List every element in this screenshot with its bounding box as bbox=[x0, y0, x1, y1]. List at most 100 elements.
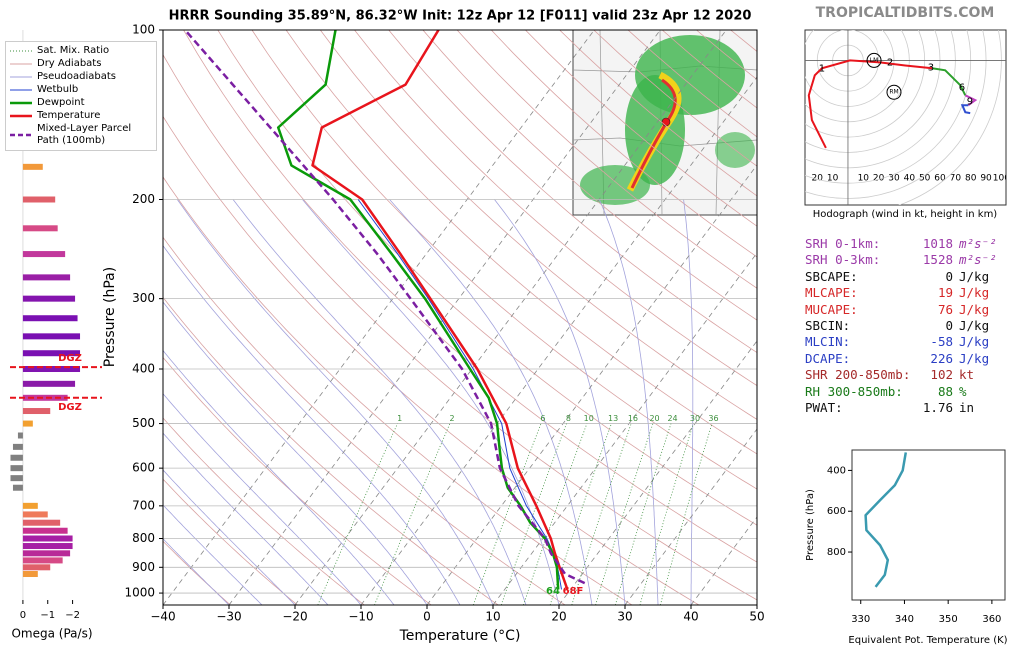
stat-unit: J/kg bbox=[959, 317, 990, 333]
hodograph-ring-label: 20 bbox=[873, 174, 885, 184]
pseudoadiabat bbox=[163, 301, 428, 605]
stat-row: SRH 0-1km: 1018 m²s⁻² bbox=[805, 236, 1005, 252]
omega-bar bbox=[22, 251, 66, 258]
mixing-ratio-line bbox=[549, 423, 612, 605]
pseudoadiabat bbox=[163, 432, 329, 605]
y-tick-label: 1000 bbox=[124, 586, 155, 600]
stat-unit: J/kg bbox=[959, 301, 990, 317]
omega-bar bbox=[10, 454, 23, 461]
x-tick-label: −30 bbox=[216, 610, 241, 624]
stat-label: SBCAPE: bbox=[805, 268, 858, 284]
hodograph-trace bbox=[807, 59, 933, 149]
legend: Sat. Mix. Ratio Dry Adiabats Pseudoadiabat… bbox=[5, 41, 157, 151]
stat-row: RH 300-850mb: 88% bbox=[805, 384, 1005, 400]
legend-label: Pseudoadiabats bbox=[37, 71, 117, 82]
legend-swatch bbox=[10, 114, 32, 118]
mixing-ratio-line bbox=[595, 423, 654, 605]
stats-table: SRH 0-1km: 1018 m²s⁻² SRH 0-3km: 1528 m²s⁻² SB… bbox=[805, 236, 1005, 416]
stat-label: MUCAPE: bbox=[805, 301, 858, 317]
height-label: 9 bbox=[967, 96, 973, 107]
stat-unit: J/kg bbox=[959, 334, 990, 350]
x-tick-label: 50 bbox=[749, 610, 764, 624]
stat-value: 1528 bbox=[922, 252, 953, 268]
dry-adiabat bbox=[163, 296, 499, 605]
legend-swatch bbox=[10, 101, 32, 105]
legend-item: Mixed-Layer Parcel Path (100mb) bbox=[6, 123, 156, 147]
omega-bar bbox=[22, 274, 71, 281]
hodograph-ring-label: 40 bbox=[904, 174, 916, 184]
pseudoadiabat bbox=[163, 349, 395, 605]
dry-adiabat bbox=[163, 115, 700, 605]
legend-item: Pseudoadiabats bbox=[6, 71, 156, 83]
dgz-label: DGZ bbox=[58, 402, 82, 413]
thetae-y-tick-label: 800 bbox=[827, 547, 846, 558]
dry-adiabat bbox=[163, 236, 566, 605]
profile-line bbox=[276, 30, 560, 590]
stat-label: DCAPE: bbox=[805, 350, 851, 366]
pseudoadiabat bbox=[494, 199, 626, 605]
pseudoadiabat bbox=[163, 538, 230, 605]
storm-motion-marker bbox=[886, 84, 902, 100]
y-axis-label: Pressure (hPa) bbox=[102, 267, 118, 367]
legend-swatch bbox=[10, 63, 32, 65]
dry-adiabat bbox=[422, 30, 757, 321]
omega-bar bbox=[22, 519, 61, 526]
dry-adiabat bbox=[163, 478, 298, 605]
omega-bar bbox=[22, 295, 76, 302]
x-tick-label: 40 bbox=[683, 610, 698, 624]
y-tick-label: 400 bbox=[132, 362, 155, 376]
mixing-ratio-label: 2 bbox=[449, 414, 454, 423]
dry-adiabat bbox=[163, 540, 231, 605]
mixing-ratio-line bbox=[374, 423, 451, 605]
mixing-ratio-label: 30 bbox=[690, 414, 700, 423]
y-tick-label: 600 bbox=[132, 461, 155, 475]
stat-value: 0 bbox=[945, 317, 953, 333]
omega-bar bbox=[22, 571, 38, 578]
x-tick-label: 30 bbox=[617, 610, 632, 624]
y-tick-label: 200 bbox=[132, 192, 155, 206]
hodograph-ring-label: 60 bbox=[934, 174, 946, 184]
stat-value: 102 bbox=[930, 367, 953, 383]
pseudoadiabat bbox=[163, 244, 461, 605]
thetae-y-tick-label: 600 bbox=[827, 506, 846, 517]
stat-unit: J/kg bbox=[959, 285, 990, 301]
stat-label: MLCIN: bbox=[805, 334, 851, 350]
pseudoadiabat bbox=[163, 469, 296, 605]
storm-motion-marker bbox=[866, 52, 882, 68]
skewt-plot: 1 2 6 8 10 13 16 20 24 30 36 bbox=[163, 30, 757, 605]
pseudoadiabat bbox=[176, 199, 494, 605]
legend-label: Mixed-Layer Parcel Path (100mb) bbox=[37, 123, 132, 146]
dry-adiabat bbox=[163, 356, 432, 605]
hodograph-ring-label: 10 bbox=[827, 174, 839, 184]
isotherm bbox=[492, 252, 757, 605]
omega-bar bbox=[22, 315, 78, 322]
legend-label: Dewpoint bbox=[37, 97, 85, 108]
storm-motion-label: RM bbox=[889, 89, 898, 96]
x-tick-label: 10 bbox=[485, 610, 500, 624]
mixing-ratio-line bbox=[473, 423, 542, 605]
pseudoadiabat bbox=[232, 199, 527, 605]
legend-swatch bbox=[10, 89, 32, 91]
omega-bar bbox=[12, 443, 23, 450]
hodograph-ring-label: 100 bbox=[993, 174, 1010, 184]
thetae-x-tick-label: 330 bbox=[851, 614, 870, 625]
omega-bar bbox=[10, 475, 23, 482]
hodograph-frame bbox=[804, 29, 1007, 206]
x-axis-label: Temperature (°C) bbox=[399, 628, 521, 644]
stat-label: SBCIN: bbox=[805, 317, 851, 333]
omega-bar bbox=[12, 484, 23, 491]
mixing-ratio-label: 24 bbox=[667, 414, 677, 423]
pseudoadiabat bbox=[683, 199, 694, 605]
stat-unit: m²s⁻² bbox=[959, 252, 997, 268]
mixing-ratio-line bbox=[571, 423, 632, 605]
omega-tick-label: −2 bbox=[65, 610, 80, 621]
profile-line bbox=[311, 30, 569, 590]
watermark: TROPICALTIDBITS.COM bbox=[816, 5, 995, 21]
stat-label: SRH 0-1km: bbox=[805, 236, 881, 251]
legend-item: Dewpoint bbox=[6, 97, 156, 109]
pseudoadiabat bbox=[598, 199, 659, 605]
dry-adiabat bbox=[319, 30, 757, 420]
x-tick-label: −20 bbox=[282, 610, 307, 624]
y-tick-label: 300 bbox=[132, 291, 155, 305]
